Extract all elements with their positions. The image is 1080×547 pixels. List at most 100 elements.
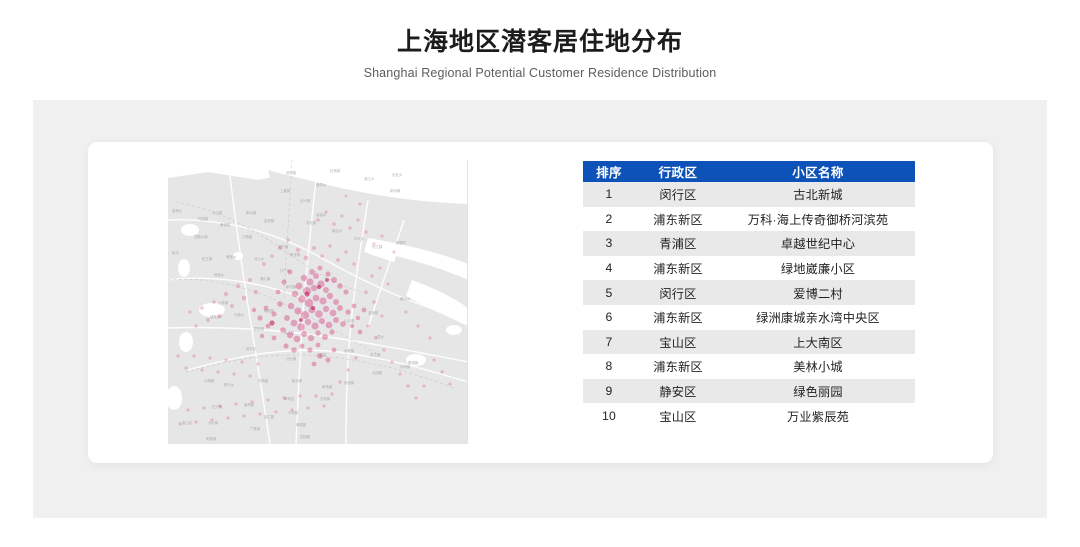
svg-text:长江镇: 长江镇 (372, 244, 383, 249)
svg-text:黄渡乡: 黄渡乡 (226, 254, 237, 259)
table-row[interactable]: 6 浦东新区 绿洲康城亲水湾中央区 (583, 304, 915, 330)
table-header-row: 排序 行政区 小区名称 (583, 161, 915, 182)
page-heading: 上海地区潜客居住地分布 Shanghai Regional Potential … (0, 26, 1080, 81)
svg-text:滨江乡: 滨江乡 (364, 176, 375, 181)
svg-text:梅陇镇: 梅陇镇 (264, 308, 275, 313)
svg-text:四团镇: 四团镇 (300, 434, 311, 439)
table-row[interactable]: 10 宝山区 万业紫辰苑 (583, 403, 915, 428)
svg-text:竹园镇: 竹园镇 (198, 216, 209, 221)
cell-rank: 7 (583, 329, 635, 355)
svg-text:北公乡: 北公乡 (254, 256, 265, 261)
svg-text:马桥镇: 马桥镇 (258, 378, 269, 383)
svg-text:金山区: 金山区 (182, 420, 193, 425)
cell-community: 卓越世纪中心 (721, 231, 915, 256)
svg-text:凤凰乡: 凤凰乡 (214, 272, 225, 277)
panel-divider (467, 160, 468, 442)
svg-text:中兴乡: 中兴乡 (354, 236, 365, 241)
svg-text:九亭镇: 九亭镇 (218, 300, 229, 305)
svg-text:南桥镇: 南桥镇 (244, 402, 255, 407)
svg-text:诸翟镇: 诸翟镇 (210, 314, 221, 319)
cell-rank: 6 (583, 304, 635, 330)
cell-community: 美林小城 (721, 354, 915, 379)
svg-text:沪广镇: 沪广镇 (280, 268, 291, 273)
table-row[interactable]: 4 浦东新区 绿地崴廉小区 (583, 255, 915, 281)
svg-text:广陈镇: 广陈镇 (250, 426, 261, 431)
table-row[interactable]: 9 静安区 绿色丽园 (583, 378, 915, 404)
cell-district: 宝山区 (635, 329, 721, 355)
cell-district: 浦东新区 (635, 206, 721, 232)
svg-text:新浜镇: 新浜镇 (246, 210, 257, 215)
cell-community: 绿地崴廉小区 (721, 255, 915, 281)
table-header: 排序 行政区 小区名称 (583, 161, 915, 182)
map-panel[interactable]: 浏河镇 红桥镇 滨江乡 长征乡 西郊乡 新河镇 三星镇 合兴镇 庙镇乡 向化镇 新民乡 中兴… (168, 160, 468, 444)
svg-text:高桥乡: 高桥乡 (172, 208, 183, 213)
svg-text:金桥镇: 金桥镇 (368, 310, 379, 315)
svg-text:庙镇乡: 庙镇乡 (316, 212, 327, 217)
svg-text:闵行区: 闵行区 (246, 346, 257, 351)
svg-text:周浦镇: 周浦镇 (408, 360, 419, 365)
column-header-rank[interactable]: 排序 (583, 161, 635, 182)
svg-text:奉城镇: 奉城镇 (296, 422, 307, 427)
cell-community: 爱博二村 (721, 280, 915, 305)
cell-district: 浦东新区 (635, 304, 721, 330)
svg-text:横沙乡: 横沙乡 (400, 296, 411, 301)
svg-text:长征乡: 长征乡 (392, 172, 403, 177)
page-title: 上海地区潜客居住地分布 (396, 28, 683, 56)
cell-rank: 5 (583, 280, 635, 305)
svg-text:赵屯: 赵屯 (172, 250, 179, 255)
table-row[interactable]: 8 浦东新区 美林小城 (583, 354, 915, 379)
svg-text:新河镇: 新河镇 (390, 188, 401, 193)
cell-community: 绿色丽园 (721, 378, 915, 404)
svg-text:.: . (196, 160, 197, 161)
svg-text:张江镇: 张江镇 (370, 352, 381, 357)
svg-text:红桥镇: 红桥镇 (330, 168, 341, 173)
table-row[interactable]: 7 宝山区 上大南区 (583, 329, 915, 355)
ranking-table: 排序 行政区 小区名称 1 闵行区 古北新城 2 浦东新区 万科·海上传奇御桥河… (583, 161, 915, 428)
cell-rank: 10 (583, 403, 635, 428)
cell-rank: 9 (583, 378, 635, 404)
column-header-community[interactable]: 小区名称 (721, 161, 915, 182)
column-header-district[interactable]: 行政区 (635, 161, 721, 182)
ranking-table-wrapper: 排序 行政区 小区名称 1 闵行区 古北新城 2 浦东新区 万科·海上传奇御桥河… (583, 161, 915, 428)
svg-text:万祥镇: 万祥镇 (320, 396, 331, 401)
svg-text:蒲汇塘: 蒲汇塘 (260, 276, 271, 281)
svg-text:向化镇: 向化镇 (306, 220, 317, 225)
svg-text:杜行镇: 杜行镇 (286, 356, 297, 361)
table-body: 1 闵行区 古北新城 2 浦东新区 万科·海上传奇御桥河滨苑 3 青浦区 卓越世… (583, 182, 915, 428)
cell-community: 万科·海上传奇御桥河滨苑 (721, 206, 915, 232)
table-row[interactable]: 1 闵行区 古北新城 (583, 182, 915, 207)
svg-text:浏河镇: 浏河镇 (286, 170, 297, 175)
table-row[interactable]: 3 青浦区 卓越世纪中心 (583, 231, 915, 256)
svg-text:纪王镇: 纪王镇 (202, 256, 213, 261)
svg-text:头桥镇: 头桥镇 (288, 410, 299, 415)
svg-text:闵行镇: 闵行镇 (278, 244, 289, 249)
table-row[interactable]: 2 浦东新区 万科·海上传奇御桥河滨苑 (583, 206, 915, 232)
svg-text:三林镇: 三林镇 (316, 352, 327, 357)
cell-rank: 4 (583, 255, 635, 281)
svg-text:合兴镇: 合兴镇 (300, 198, 311, 203)
svg-text:孙桥镇: 孙桥镇 (400, 364, 411, 369)
cell-district: 静安区 (635, 378, 721, 404)
page-subtitle: Shanghai Regional Potential Customer Res… (363, 66, 717, 80)
svg-text:江桥镇: 江桥镇 (242, 234, 253, 239)
svg-text:奉贤区: 奉贤区 (284, 396, 295, 401)
svg-text:六里乡: 六里乡 (374, 334, 385, 339)
table-row[interactable]: 5 闵行区 爱博二村 (583, 280, 915, 305)
svg-text:宣桥镇: 宣桥镇 (344, 380, 355, 385)
svg-text:颛桥镇: 颛桥镇 (254, 326, 265, 331)
cell-rank: 8 (583, 354, 635, 379)
svg-text:柘林镇: 柘林镇 (206, 436, 217, 441)
svg-text:航头镇: 航头镇 (292, 378, 303, 383)
svg-text:金桥镇: 金桥镇 (264, 218, 275, 223)
cell-district: 宝山区 (635, 403, 721, 428)
cell-district: 青浦区 (635, 231, 721, 256)
svg-text:陈行乡: 陈行乡 (224, 382, 235, 387)
svg-text:黄渡镇: 黄渡镇 (220, 222, 231, 227)
svg-text:三星镇: 三星镇 (280, 188, 291, 193)
svg-text:川沙镇: 川沙镇 (344, 318, 355, 323)
cell-rank: 3 (583, 231, 635, 256)
svg-text:庄行镇: 庄行镇 (212, 404, 223, 409)
svg-text:北蔡镇: 北蔡镇 (344, 348, 355, 353)
svg-text:新场镇: 新场镇 (322, 384, 333, 389)
